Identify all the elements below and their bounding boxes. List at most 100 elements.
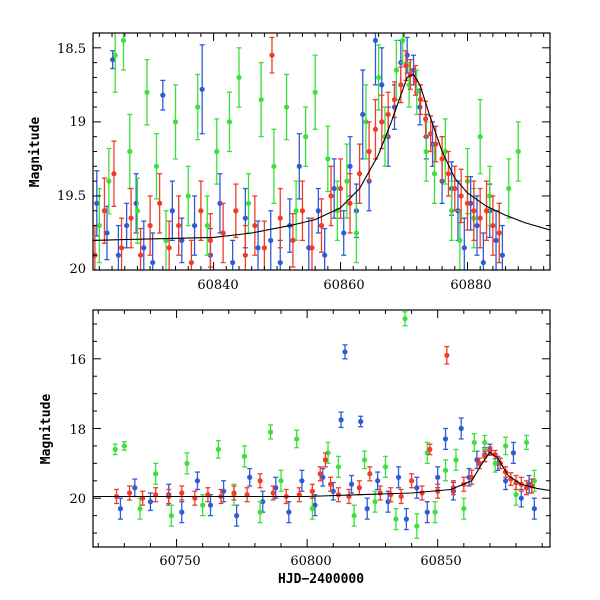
point-marker <box>417 97 424 103</box>
y-tick-label: 19 <box>69 115 86 130</box>
point-marker <box>290 237 296 243</box>
point-marker <box>269 52 275 58</box>
data-point <box>134 177 141 244</box>
point-marker <box>245 200 252 206</box>
point-marker <box>260 499 266 505</box>
point-marker <box>176 222 182 229</box>
point-marker <box>364 506 370 512</box>
point-marker <box>191 222 198 229</box>
point-marker <box>393 516 399 522</box>
data-point <box>477 187 483 249</box>
data-point <box>346 488 352 505</box>
data-point <box>444 345 450 365</box>
data-point <box>376 44 382 111</box>
data-point <box>474 450 480 470</box>
data-point <box>474 195 480 256</box>
point-marker <box>270 490 276 496</box>
data-point <box>356 480 362 496</box>
point-marker <box>503 478 509 484</box>
data-point <box>106 147 112 215</box>
data-point <box>367 466 373 482</box>
data-point <box>191 195 198 256</box>
point-marker <box>106 178 112 184</box>
point-marker <box>179 237 185 243</box>
point-marker <box>477 134 483 140</box>
point-marker <box>150 259 156 266</box>
point-marker <box>110 57 116 63</box>
point-marker <box>184 460 190 466</box>
data-point <box>150 232 156 270</box>
point-marker <box>214 148 220 155</box>
point-marker <box>431 171 438 177</box>
point-marker <box>453 457 459 463</box>
data-point <box>318 198 325 253</box>
point-marker <box>277 259 283 266</box>
point-marker <box>96 222 102 229</box>
data-point <box>277 187 283 249</box>
data-point <box>344 143 350 219</box>
data-point <box>195 73 201 141</box>
point-marker <box>215 446 221 453</box>
data-point <box>379 94 385 150</box>
x-tick-label: 60840 <box>197 278 238 293</box>
data-point <box>233 183 239 239</box>
data-point <box>290 213 296 268</box>
data-point <box>242 224 248 270</box>
data-point <box>442 459 449 482</box>
point-marker <box>188 259 194 266</box>
point-marker <box>318 222 325 229</box>
data-point <box>267 424 274 440</box>
point-marker <box>335 492 342 498</box>
data-point <box>179 501 185 524</box>
point-marker <box>337 185 344 192</box>
point-marker <box>493 237 499 243</box>
data-point <box>330 481 336 501</box>
point-marker <box>487 193 493 199</box>
point-marker <box>267 429 274 435</box>
data-point <box>247 467 253 487</box>
point-marker <box>141 245 147 251</box>
data-point <box>184 452 190 475</box>
point-marker <box>220 230 226 236</box>
point-marker <box>474 222 480 229</box>
data-point <box>403 508 409 531</box>
point-marker <box>424 509 430 515</box>
point-marker <box>309 245 315 251</box>
data-point <box>215 440 221 459</box>
point-marker <box>348 481 355 487</box>
data-point <box>449 180 455 242</box>
data-point <box>153 487 159 503</box>
point-marker <box>445 171 452 177</box>
data-point <box>194 471 201 491</box>
point-marker <box>388 492 394 498</box>
point-marker <box>391 97 398 103</box>
point-marker <box>303 134 309 140</box>
point-marker <box>115 252 121 258</box>
point-marker <box>299 208 306 214</box>
data-point <box>270 485 276 501</box>
point-marker <box>179 490 185 496</box>
point-marker <box>379 82 385 88</box>
point-marker <box>283 104 290 110</box>
data-point <box>414 476 420 499</box>
point-marker <box>367 471 373 477</box>
data-point <box>117 497 124 520</box>
data-point <box>112 33 118 93</box>
data-point <box>442 427 449 451</box>
data-point <box>395 466 402 489</box>
point-marker <box>296 163 302 169</box>
point-marker <box>144 89 150 95</box>
data-point <box>252 195 258 256</box>
point-marker <box>309 488 315 494</box>
data-point <box>499 224 505 270</box>
point-marker <box>121 443 127 449</box>
data-point <box>341 210 347 256</box>
point-marker <box>258 97 264 103</box>
data-point <box>244 487 250 503</box>
point-marker <box>226 119 233 125</box>
data-point <box>124 202 130 249</box>
data-point <box>496 202 502 264</box>
point-marker <box>147 222 153 229</box>
data-point <box>271 128 277 204</box>
point-marker <box>231 490 237 496</box>
